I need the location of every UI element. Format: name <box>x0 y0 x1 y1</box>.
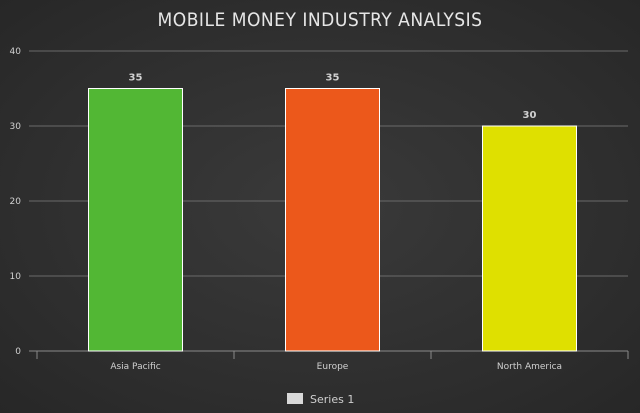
y-tick-label-0: 0 <box>15 347 21 357</box>
x-tick-label-asia-pacific: Asia Pacific <box>110 362 160 372</box>
bar-layer <box>88 88 577 352</box>
bar-north-america[interactable] <box>482 125 577 352</box>
data-label-north-america: 30 <box>523 110 537 121</box>
x-tick-label-europe: Europe <box>317 362 349 372</box>
chart-title: MOBILE MONEY INDUSTRY ANALYSIS <box>157 9 482 31</box>
y-tick-label-30: 30 <box>10 122 22 132</box>
data-label-asia-pacific: 35 <box>129 73 143 84</box>
y-tick-label-10: 10 <box>10 272 22 282</box>
bar-asia-pacific[interactable] <box>88 88 183 352</box>
data-label-europe: 35 <box>326 73 340 84</box>
y-tick-label-20: 20 <box>10 197 22 207</box>
bar-europe[interactable] <box>285 88 380 352</box>
y-tick-label-40: 40 <box>10 47 22 57</box>
legend-swatch[interactable] <box>287 393 303 404</box>
legend[interactable]: Series 1 <box>287 393 354 406</box>
legend-label[interactable]: Series 1 <box>310 393 354 406</box>
label-layer: 35 35 30 <box>129 73 537 122</box>
x-tick-label-north-america: North America <box>497 362 562 372</box>
